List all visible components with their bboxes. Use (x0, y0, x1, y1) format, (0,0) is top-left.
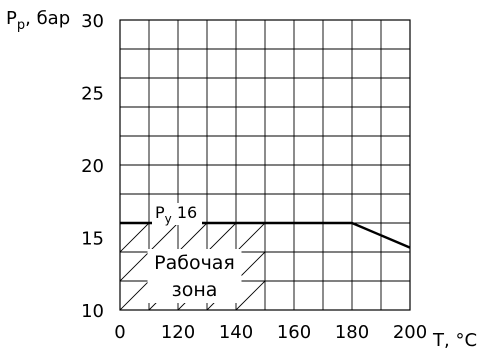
series-label-background (152, 203, 202, 225)
working-zone-label-line2: зона (172, 279, 218, 301)
x-tick-label: 120 (161, 322, 195, 343)
hatch-line (264, 309, 265, 310)
series-label-rest: 16 (172, 203, 197, 222)
working-zone-label-line1: Рабочая (154, 252, 235, 274)
y-axis-label-sub: р (17, 18, 25, 33)
y-axis-label-main: P (6, 8, 17, 29)
x-tick-label: 180 (335, 322, 369, 343)
hatch-line (235, 280, 265, 310)
series-label-py16: Ру 16 (155, 203, 197, 226)
plot-border (119, 19, 411, 311)
x-tick-label: 0 (114, 322, 125, 343)
y-axis-label: Pр, бар (6, 8, 70, 33)
y-tick-label: 30 (81, 11, 104, 32)
hatch-line (120, 223, 121, 224)
series-label-main: Р (155, 203, 165, 222)
y-axis-label-unit: , бар (25, 8, 70, 29)
x-tick-label: 140 (219, 322, 253, 343)
x-tick-label: 200 (393, 322, 427, 343)
hatch-line (120, 223, 179, 282)
y-tick-label: 10 (81, 301, 104, 322)
y-tick-labels: 10 15 20 25 30 (81, 11, 104, 322)
x-tick-labels: 0 120 140 160 180 200 (114, 322, 427, 343)
series-label-sub: у (165, 212, 172, 226)
x-axis-label: T, °C (432, 330, 477, 351)
y-tick-label: 25 (81, 84, 104, 105)
hatch-line (120, 223, 150, 253)
x-tick-label: 160 (277, 322, 311, 343)
working-zone-label-background (147, 249, 242, 303)
y-tick-label: 15 (81, 229, 104, 250)
y-tick-label: 20 (81, 156, 104, 177)
